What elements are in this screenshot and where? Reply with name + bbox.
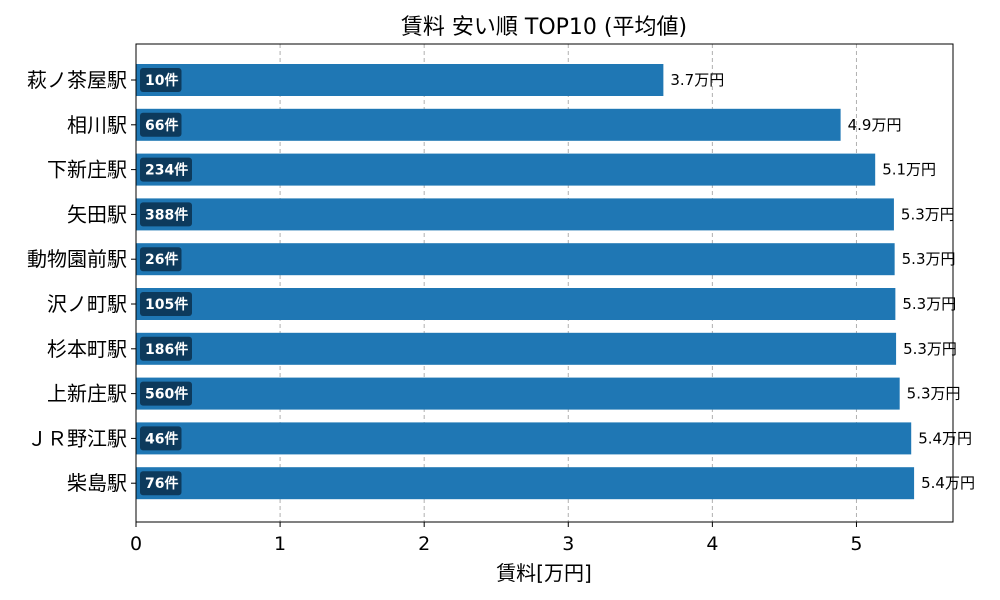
value-label: 5.3万円 xyxy=(907,385,961,403)
category-label: 沢ノ町駅 xyxy=(47,292,127,316)
count-label: 26件 xyxy=(145,251,178,268)
count-label: 105件 xyxy=(145,296,188,313)
count-label: 66件 xyxy=(145,117,178,134)
count-label: 388件 xyxy=(145,206,188,223)
value-label: 4.9万円 xyxy=(848,116,902,134)
count-badge xyxy=(140,157,192,182)
x-tick-label: 4 xyxy=(706,533,718,555)
bar xyxy=(136,467,915,500)
x-axis-label: 賃料[万円] xyxy=(496,561,592,585)
value-label: 5.3万円 xyxy=(901,205,955,223)
bar xyxy=(136,64,664,96)
bar xyxy=(136,243,895,276)
count-label: 46件 xyxy=(145,430,178,447)
value-label: 5.4万円 xyxy=(921,474,975,492)
bar xyxy=(136,108,841,141)
value-label: 3.7万円 xyxy=(670,71,724,89)
category-label: 矢田駅 xyxy=(67,202,127,226)
count-label: 10件 xyxy=(145,72,178,89)
value-label: 5.3万円 xyxy=(902,295,956,313)
count-badge xyxy=(140,426,182,451)
chart-title: 賃料 安い順 TOP10 (平均値) xyxy=(401,15,687,40)
value-label: 5.3万円 xyxy=(903,340,957,358)
x-tick-label: 5 xyxy=(850,533,862,555)
bar xyxy=(136,377,900,410)
count-badge xyxy=(140,68,182,92)
count-label: 186件 xyxy=(145,341,188,358)
count-label: 234件 xyxy=(145,162,188,179)
x-ticks: 0 1 2 3 4 5 xyxy=(130,522,863,555)
category-label: ＪＲ野江駅 xyxy=(27,426,127,450)
category-label: 上新庄駅 xyxy=(47,382,127,406)
category-label: 相川駅 xyxy=(67,113,127,137)
value-label: 5.3万円 xyxy=(902,250,956,268)
bar xyxy=(136,153,876,186)
count-label: 76件 xyxy=(145,475,178,492)
count-label: 560件 xyxy=(145,386,188,403)
count-badge xyxy=(140,202,192,227)
plot-frame xyxy=(135,43,954,523)
category-label: 杉本町駅 xyxy=(47,337,127,361)
count-badge xyxy=(140,381,192,406)
x-tick-label: 2 xyxy=(418,533,430,555)
category-label: 萩ノ茶屋駅 xyxy=(27,68,127,92)
bar xyxy=(136,332,897,365)
category-label: 下新庄駅 xyxy=(47,158,127,182)
count-badge xyxy=(140,471,182,496)
category-label: 柴島駅 xyxy=(67,471,127,495)
x-tick-label: 0 xyxy=(130,533,142,555)
count-badge xyxy=(140,247,182,272)
bar xyxy=(136,422,912,455)
x-tick-label: 3 xyxy=(562,533,574,555)
count-badge xyxy=(140,112,182,137)
category-label: 動物園前駅 xyxy=(27,247,127,271)
bar xyxy=(136,198,894,231)
x-tick-label: 1 xyxy=(274,533,286,555)
count-badge xyxy=(140,336,192,361)
value-label: 5.1万円 xyxy=(882,161,936,179)
bar xyxy=(136,288,896,320)
value-label: 5.4万円 xyxy=(918,429,972,447)
count-badge xyxy=(140,292,192,316)
